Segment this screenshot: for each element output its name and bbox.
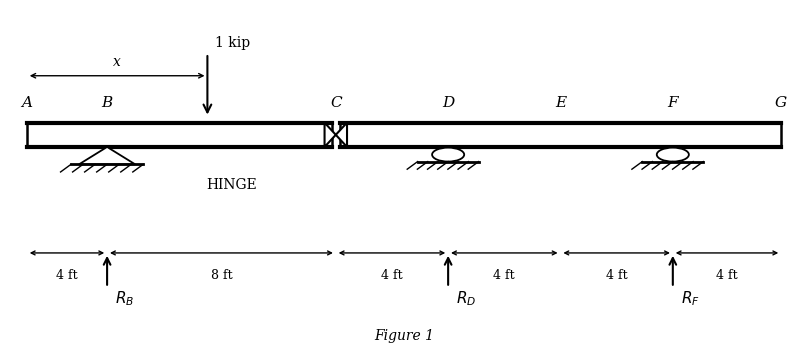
Text: D: D bbox=[442, 96, 454, 110]
Polygon shape bbox=[325, 122, 336, 147]
Text: A: A bbox=[21, 96, 32, 110]
Text: 4 ft: 4 ft bbox=[716, 269, 738, 282]
Text: F: F bbox=[667, 96, 678, 110]
Text: 4 ft: 4 ft bbox=[606, 269, 628, 282]
Text: 8 ft: 8 ft bbox=[211, 269, 232, 282]
Text: 4 ft: 4 ft bbox=[494, 269, 516, 282]
Text: E: E bbox=[555, 96, 566, 110]
Text: B: B bbox=[102, 96, 113, 110]
Polygon shape bbox=[336, 122, 347, 147]
Text: G: G bbox=[775, 96, 787, 110]
Circle shape bbox=[432, 148, 464, 162]
Text: 4 ft: 4 ft bbox=[381, 269, 402, 282]
Circle shape bbox=[657, 148, 689, 162]
Text: $R_{F}$: $R_{F}$ bbox=[681, 289, 700, 308]
Text: x: x bbox=[113, 55, 121, 69]
Text: 1 kip: 1 kip bbox=[216, 36, 250, 50]
Text: Figure 1: Figure 1 bbox=[374, 329, 434, 343]
Polygon shape bbox=[79, 147, 135, 164]
Text: $R_{D}$: $R_{D}$ bbox=[457, 289, 477, 308]
Bar bbox=[27, 122, 332, 147]
Text: $R_{B}$: $R_{B}$ bbox=[115, 289, 134, 308]
Text: 4 ft: 4 ft bbox=[57, 269, 78, 282]
Bar bbox=[340, 122, 781, 147]
Text: C: C bbox=[330, 96, 342, 110]
Text: HINGE: HINGE bbox=[206, 178, 257, 192]
